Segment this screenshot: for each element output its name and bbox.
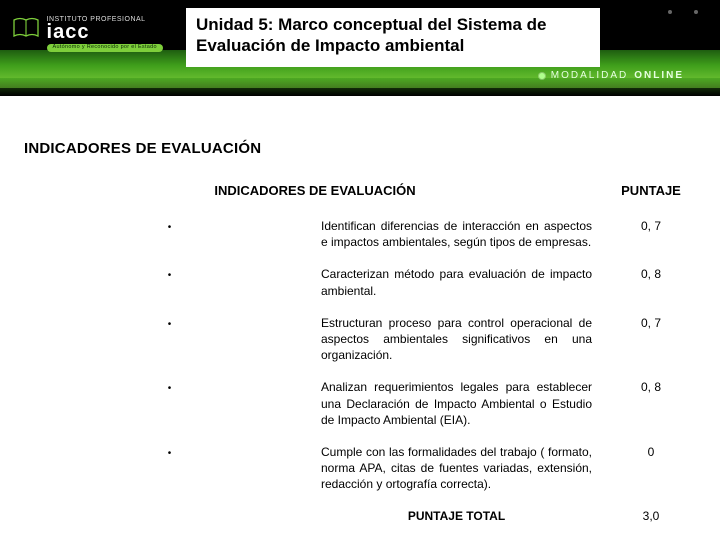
logo-pill: Autónomo y Reconocido por el Estado: [47, 44, 163, 52]
table-row: • Caracterizan método para evaluación de…: [24, 258, 696, 306]
modalidad-bold: ONLINE: [634, 70, 684, 81]
indicator-desc: Estructuran proceso para control operaci…: [315, 307, 606, 372]
total-label: PUNTAJE TOTAL: [315, 500, 606, 532]
indicator-desc: Caracterizan método para evaluación de i…: [315, 258, 606, 306]
indicator-score: 0, 7: [606, 307, 696, 372]
section-title: INDICADORES DE EVALUACIÓN: [24, 140, 696, 157]
indicator-score: 0, 7: [606, 210, 696, 258]
table-total-row: PUNTAJE TOTAL 3,0: [24, 500, 696, 532]
indicator-score: 0, 8: [606, 371, 696, 436]
indicator-score: 0: [606, 436, 696, 501]
bullet-icon: •: [24, 436, 315, 501]
dot-icon: [539, 73, 545, 79]
slide-title: Unidad 5: Marco conceptual del Sistema d…: [186, 8, 600, 67]
bullet-icon: •: [24, 258, 315, 306]
iacc-logo: INSTITUTO PROFESIONAL iacc Autónomo y Re…: [12, 16, 163, 52]
logo-brand: iacc: [47, 23, 163, 41]
indicator-desc: Analizan requerimientos legales para est…: [315, 371, 606, 436]
decorative-dots: [668, 10, 698, 14]
modalidad-pre: MODALIDAD: [551, 70, 628, 81]
indicator-score: 0, 8: [606, 258, 696, 306]
col-header-indicators: INDICADORES DE EVALUACIÓN: [24, 175, 606, 210]
table-row: • Identifican diferencias de interacción…: [24, 210, 696, 258]
book-icon: [12, 16, 40, 42]
total-value: 3,0: [606, 500, 696, 532]
indicator-desc: Cumple con las formalidades del trabajo …: [315, 436, 606, 501]
col-header-score: PUNTAJE: [606, 175, 696, 210]
content-area: INDICADORES DE EVALUACIÓN INDICADORES DE…: [24, 140, 696, 533]
logo-line1: INSTITUTO PROFESIONAL: [47, 16, 163, 23]
indicators-table: INDICADORES DE EVALUACIÓN PUNTAJE • Iden…: [24, 175, 696, 533]
modalidad-label: MODALIDAD ONLINE: [539, 70, 684, 81]
slide-header: INSTITUTO PROFESIONAL iacc Autónomo y Re…: [0, 0, 720, 96]
table-row: • Cumple con las formalidades del trabaj…: [24, 436, 696, 501]
bullet-icon: •: [24, 307, 315, 372]
table-row: • Estructuran proceso para control opera…: [24, 307, 696, 372]
table-row: • Analizan requerimientos legales para e…: [24, 371, 696, 436]
indicator-desc: Identifican diferencias de interacción e…: [315, 210, 606, 258]
bullet-icon: •: [24, 210, 315, 258]
bullet-icon: •: [24, 371, 315, 436]
